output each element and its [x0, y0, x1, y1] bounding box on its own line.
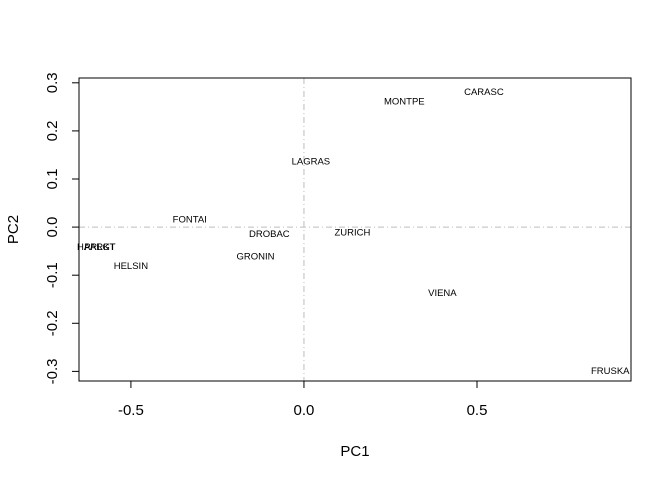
x-tick-label: 0.5	[467, 402, 488, 419]
point-label-helsin: HELSIN	[114, 261, 148, 272]
x-axis: -0.5 0.0 0.5	[118, 380, 488, 419]
point-label-zurich: ZURICH	[334, 227, 370, 238]
point-label-montpe: MONTPE	[384, 97, 425, 108]
point-label-viena: VIENA	[428, 288, 457, 299]
y-tick-label: -0.2	[44, 310, 61, 336]
point-label-parkt: PARKT	[84, 242, 115, 253]
y-axis: -0.3 -0.2 -0.1 0.0 0.1 0.2 0.3	[44, 72, 80, 384]
point-label-lagras: LAGRAS	[292, 157, 331, 168]
reference-lines	[79, 78, 631, 381]
point-labels: CARASC MONTPE LAGRAS FONTAI DROBAC ZURICH HARL…	[77, 87, 630, 377]
y-tick-label: 0.1	[44, 169, 61, 190]
point-label-gronin: GRONIN	[237, 251, 275, 262]
y-tick-label: 0.2	[44, 120, 61, 141]
y-tick-label: -0.1	[44, 262, 61, 288]
y-tick-label: -0.3	[44, 358, 61, 384]
x-axis-title: PC1	[340, 443, 369, 460]
point-label-drobac: DROBAC	[249, 229, 290, 240]
y-axis-title: PC2	[5, 215, 22, 244]
x-tick-label: -0.5	[118, 402, 144, 419]
point-label-fontai: FONTAI	[173, 214, 207, 225]
point-label-fruska: FRUSKA	[591, 366, 630, 377]
y-tick-label: 0.3	[44, 72, 61, 93]
point-label-harlgt: HARLGT	[77, 242, 116, 253]
x-tick-label: 0.0	[294, 402, 315, 419]
point-label-carasc: CARASC	[464, 87, 504, 98]
y-tick-label: 0.0	[44, 217, 61, 238]
